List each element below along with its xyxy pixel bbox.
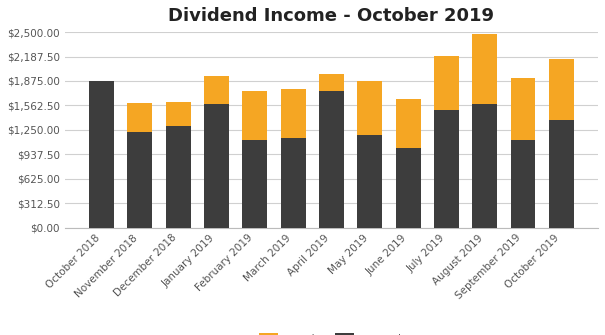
Bar xyxy=(473,34,497,105)
Bar xyxy=(243,91,267,140)
Bar xyxy=(358,81,382,135)
Bar xyxy=(128,132,152,228)
Bar xyxy=(549,120,574,228)
Bar xyxy=(166,102,191,126)
Bar xyxy=(243,140,267,228)
Bar xyxy=(281,138,306,228)
Bar xyxy=(358,135,382,228)
Bar xyxy=(434,56,459,110)
Bar xyxy=(511,78,535,140)
Bar xyxy=(281,89,306,138)
Bar xyxy=(319,91,344,228)
Bar xyxy=(319,74,344,91)
Legend: US $, CDN $: US $, CDN $ xyxy=(254,328,409,335)
Bar xyxy=(128,103,152,132)
Bar xyxy=(396,99,420,148)
Title: Dividend Income - October 2019: Dividend Income - October 2019 xyxy=(168,7,494,25)
Bar xyxy=(396,148,420,228)
Bar xyxy=(549,59,574,120)
Bar xyxy=(473,105,497,228)
Bar xyxy=(511,140,535,228)
Bar xyxy=(166,126,191,228)
Bar xyxy=(204,105,229,228)
Bar xyxy=(434,110,459,228)
Bar xyxy=(204,75,229,105)
Bar xyxy=(89,81,114,228)
